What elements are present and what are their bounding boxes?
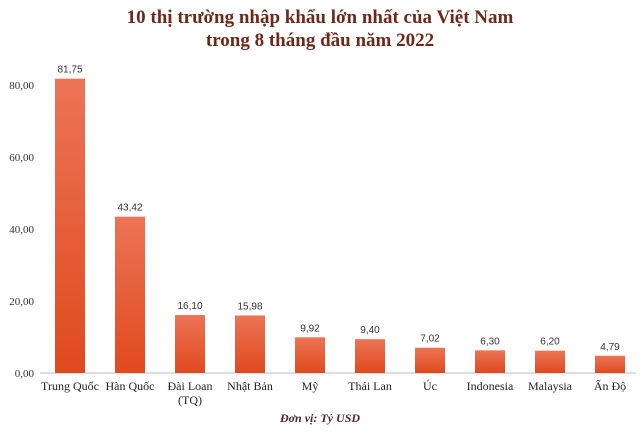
y-tick-label: 0,00: [15, 368, 35, 380]
data-label: 6,30: [480, 336, 500, 347]
bar-6: [355, 339, 385, 373]
category-label: (TQ): [178, 393, 202, 407]
category-label: Malaysia: [528, 379, 573, 393]
category-label: Indonesia: [467, 379, 514, 393]
data-label: 43,42: [117, 203, 142, 214]
data-label: 81,75: [57, 65, 82, 76]
category-label: Hàn Quốc: [106, 379, 155, 393]
y-tick-label: 80,00: [9, 80, 34, 92]
data-label: 6,20: [540, 337, 560, 348]
y-tick-label: 60,00: [9, 152, 34, 164]
data-label: 15,98: [237, 301, 262, 312]
chart-title-line-1: 10 thị trường nhập khẩu lớn nhất của Việ…: [126, 7, 514, 28]
bar-8: [475, 350, 505, 373]
data-label: 4,79: [600, 342, 620, 353]
bar-4: [235, 315, 265, 373]
bar-10: [595, 355, 625, 373]
bar-5: [295, 337, 325, 373]
bar-9: [535, 350, 565, 373]
unit-note: Đơn vị: Tỷ USD: [279, 411, 361, 425]
data-label: 9,92: [300, 323, 320, 334]
chart-title-line-2: trong 8 tháng đầu năm 2022: [205, 30, 435, 51]
data-label: 7,02: [420, 334, 440, 345]
category-label: Úc: [423, 379, 437, 393]
data-label: 16,10: [177, 301, 202, 312]
bar-3: [175, 315, 205, 373]
bar-1: [55, 78, 85, 373]
y-tick-label: 20,00: [9, 296, 34, 308]
category-label: Đài Loan: [168, 379, 213, 393]
category-label: Trung Quốc: [41, 379, 99, 393]
chart-title: 10 thị trường nhập khẩu lớn nhất của Việ…: [0, 6, 640, 52]
bar-7: [415, 347, 445, 373]
category-label: Mỹ: [302, 379, 319, 393]
category-label: Ấn Độ: [594, 378, 626, 393]
data-label: 9,40: [360, 325, 380, 336]
category-label: Nhật Bản: [227, 379, 273, 393]
category-label: Thái Lan: [348, 379, 392, 393]
y-tick-label: 40,00: [9, 224, 34, 236]
bar-2: [115, 216, 145, 373]
